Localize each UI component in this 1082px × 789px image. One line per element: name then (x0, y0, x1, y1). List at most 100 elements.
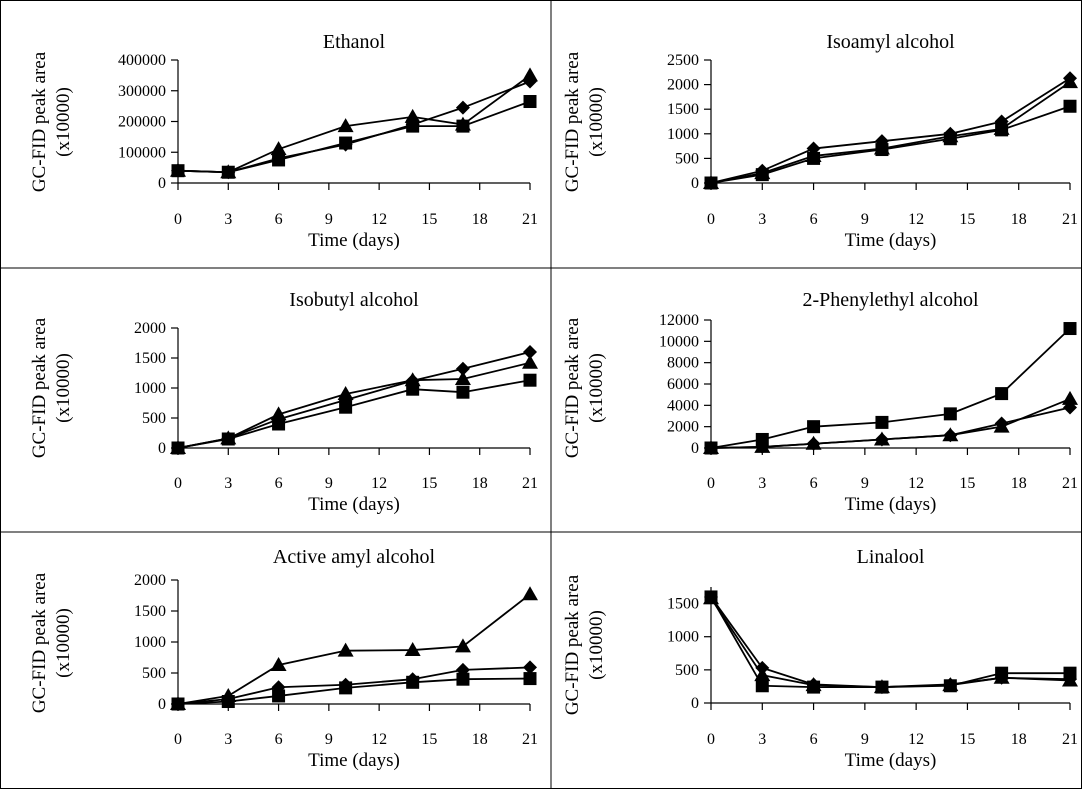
series-square (704, 99, 1077, 190)
x-tick-label: 3 (224, 211, 232, 228)
data-point-diamond (523, 660, 537, 675)
y-tick-label: 4000 (667, 397, 699, 414)
chart-panel-1: Ethanol GC-FID peak area (x10000) 0 3 6 9 12 15 1… (29, 31, 538, 251)
x-tick-label: 15 (959, 731, 975, 748)
x-tick-label: 12 (371, 731, 387, 748)
x-tick-label: 12 (908, 475, 924, 492)
data-point-triangle (404, 108, 421, 123)
data-point-triangle (270, 141, 287, 156)
data-point-triangle (454, 638, 471, 653)
y-tick-label: 500 (142, 410, 166, 427)
y-tick-label: 1500 (667, 101, 699, 118)
data-point-square (943, 679, 957, 693)
data-point-triangle (993, 418, 1010, 433)
x-tick-label: 9 (861, 731, 869, 748)
y-tick-label: 0 (158, 440, 166, 457)
series-triangle (170, 586, 538, 710)
y-tick-label: 1500 (134, 603, 166, 620)
data-point-diamond (523, 345, 537, 359)
data-point-square (875, 680, 889, 694)
data-point-square (943, 407, 957, 421)
x-tick-label: 0 (174, 475, 182, 492)
data-point-square (704, 441, 718, 455)
y-tick-label: 6000 (667, 376, 699, 393)
y-tick-label: 500 (675, 150, 699, 167)
x-tick-label: 3 (758, 475, 766, 492)
series-line-diamond (177, 80, 531, 174)
data-point-square (1063, 666, 1077, 680)
data-point-square (995, 666, 1009, 680)
x-tick-label: 21 (522, 211, 538, 228)
x-tick-label: 15 (959, 475, 975, 492)
series-line-square (710, 327, 1071, 449)
data-point-square (807, 680, 821, 694)
x-tick-label: 12 (371, 475, 387, 492)
series-square (171, 672, 537, 711)
chart-panel-4: 2-Phenylethyl alcohol GC-FID peak area (x1… (562, 289, 1078, 515)
y-tick-label: 300000 (118, 83, 166, 100)
x-tick-label: 9 (325, 475, 333, 492)
x-tick-label: 0 (707, 731, 715, 748)
series-square (704, 322, 1077, 455)
y-tick-label: 1500 (134, 350, 166, 367)
data-point-square (406, 382, 420, 396)
x-tick-label: 12 (908, 731, 924, 748)
x-tick-label: 3 (224, 475, 232, 492)
chart-title: Active amyl alcohol (273, 546, 436, 568)
series-diamond (171, 74, 537, 180)
data-point-square (523, 373, 537, 387)
y-axis-label: GC-FID peak area (x10000) (562, 317, 607, 458)
chart-title: Linalool (857, 546, 925, 568)
data-point-square (807, 420, 821, 434)
x-tick-label: 6 (810, 475, 818, 492)
chart-title: Isoamyl alcohol (826, 31, 955, 53)
data-point-square (995, 123, 1009, 137)
x-tick-label: 9 (325, 211, 333, 228)
y-tick-label: 1000 (134, 380, 166, 397)
y-tick-label: 1000 (134, 634, 166, 651)
y-tick-label: 8000 (667, 355, 699, 372)
y-tick-label: 2500 (667, 52, 699, 69)
y-axis-label: GC-FID peak area (x10000) (562, 51, 607, 192)
x-tick-label: 0 (707, 211, 715, 228)
data-point-triangle (522, 67, 538, 82)
data-point-square (755, 168, 769, 182)
chart-title: Ethanol (323, 31, 386, 53)
data-point-square (1063, 99, 1077, 113)
y-tick-label: 0 (158, 696, 166, 713)
data-point-square (171, 441, 185, 455)
chart-panel-2: Isoamyl alcohol GC-FID peak area (x10000) 0… (562, 31, 1078, 251)
data-point-triangle (454, 371, 471, 385)
data-point-square (339, 400, 353, 414)
x-tick-label: 0 (707, 475, 715, 492)
data-point-triangle (522, 354, 538, 369)
x-tick-label: 6 (275, 731, 283, 748)
x-tick-label: 18 (472, 475, 488, 492)
x-axis-label: Time (days) (308, 230, 400, 251)
data-point-square (523, 672, 537, 686)
data-point-square (171, 697, 185, 711)
data-point-triangle (404, 642, 421, 657)
x-axis-label: Time (days) (845, 494, 937, 515)
x-axis-label: Time (days) (308, 750, 400, 771)
x-tick-label: 15 (421, 211, 437, 228)
data-point-square (221, 432, 235, 446)
chart-panel-5: Active amyl alcohol GC-FID peak area (x100… (29, 546, 538, 771)
x-tick-label: 18 (1011, 475, 1027, 492)
data-point-square (875, 415, 889, 429)
x-tick-label: 15 (959, 211, 975, 228)
y-tick-label: 12000 (659, 312, 699, 329)
x-tick-label: 12 (371, 211, 387, 228)
data-point-square (272, 153, 286, 167)
x-tick-label: 6 (275, 211, 283, 228)
data-point-triangle (942, 427, 959, 442)
x-tick-label: 18 (1011, 731, 1027, 748)
x-tick-label: 21 (1062, 731, 1078, 748)
data-point-triangle (1062, 74, 1078, 89)
data-point-square (755, 432, 769, 446)
chart-panel-6: Linalool GC-FID peak area (x10000) 0 3 6 9 12 15… (562, 546, 1078, 771)
series-triangle (170, 67, 538, 179)
data-point-square (406, 119, 420, 133)
data-point-square (755, 679, 769, 693)
